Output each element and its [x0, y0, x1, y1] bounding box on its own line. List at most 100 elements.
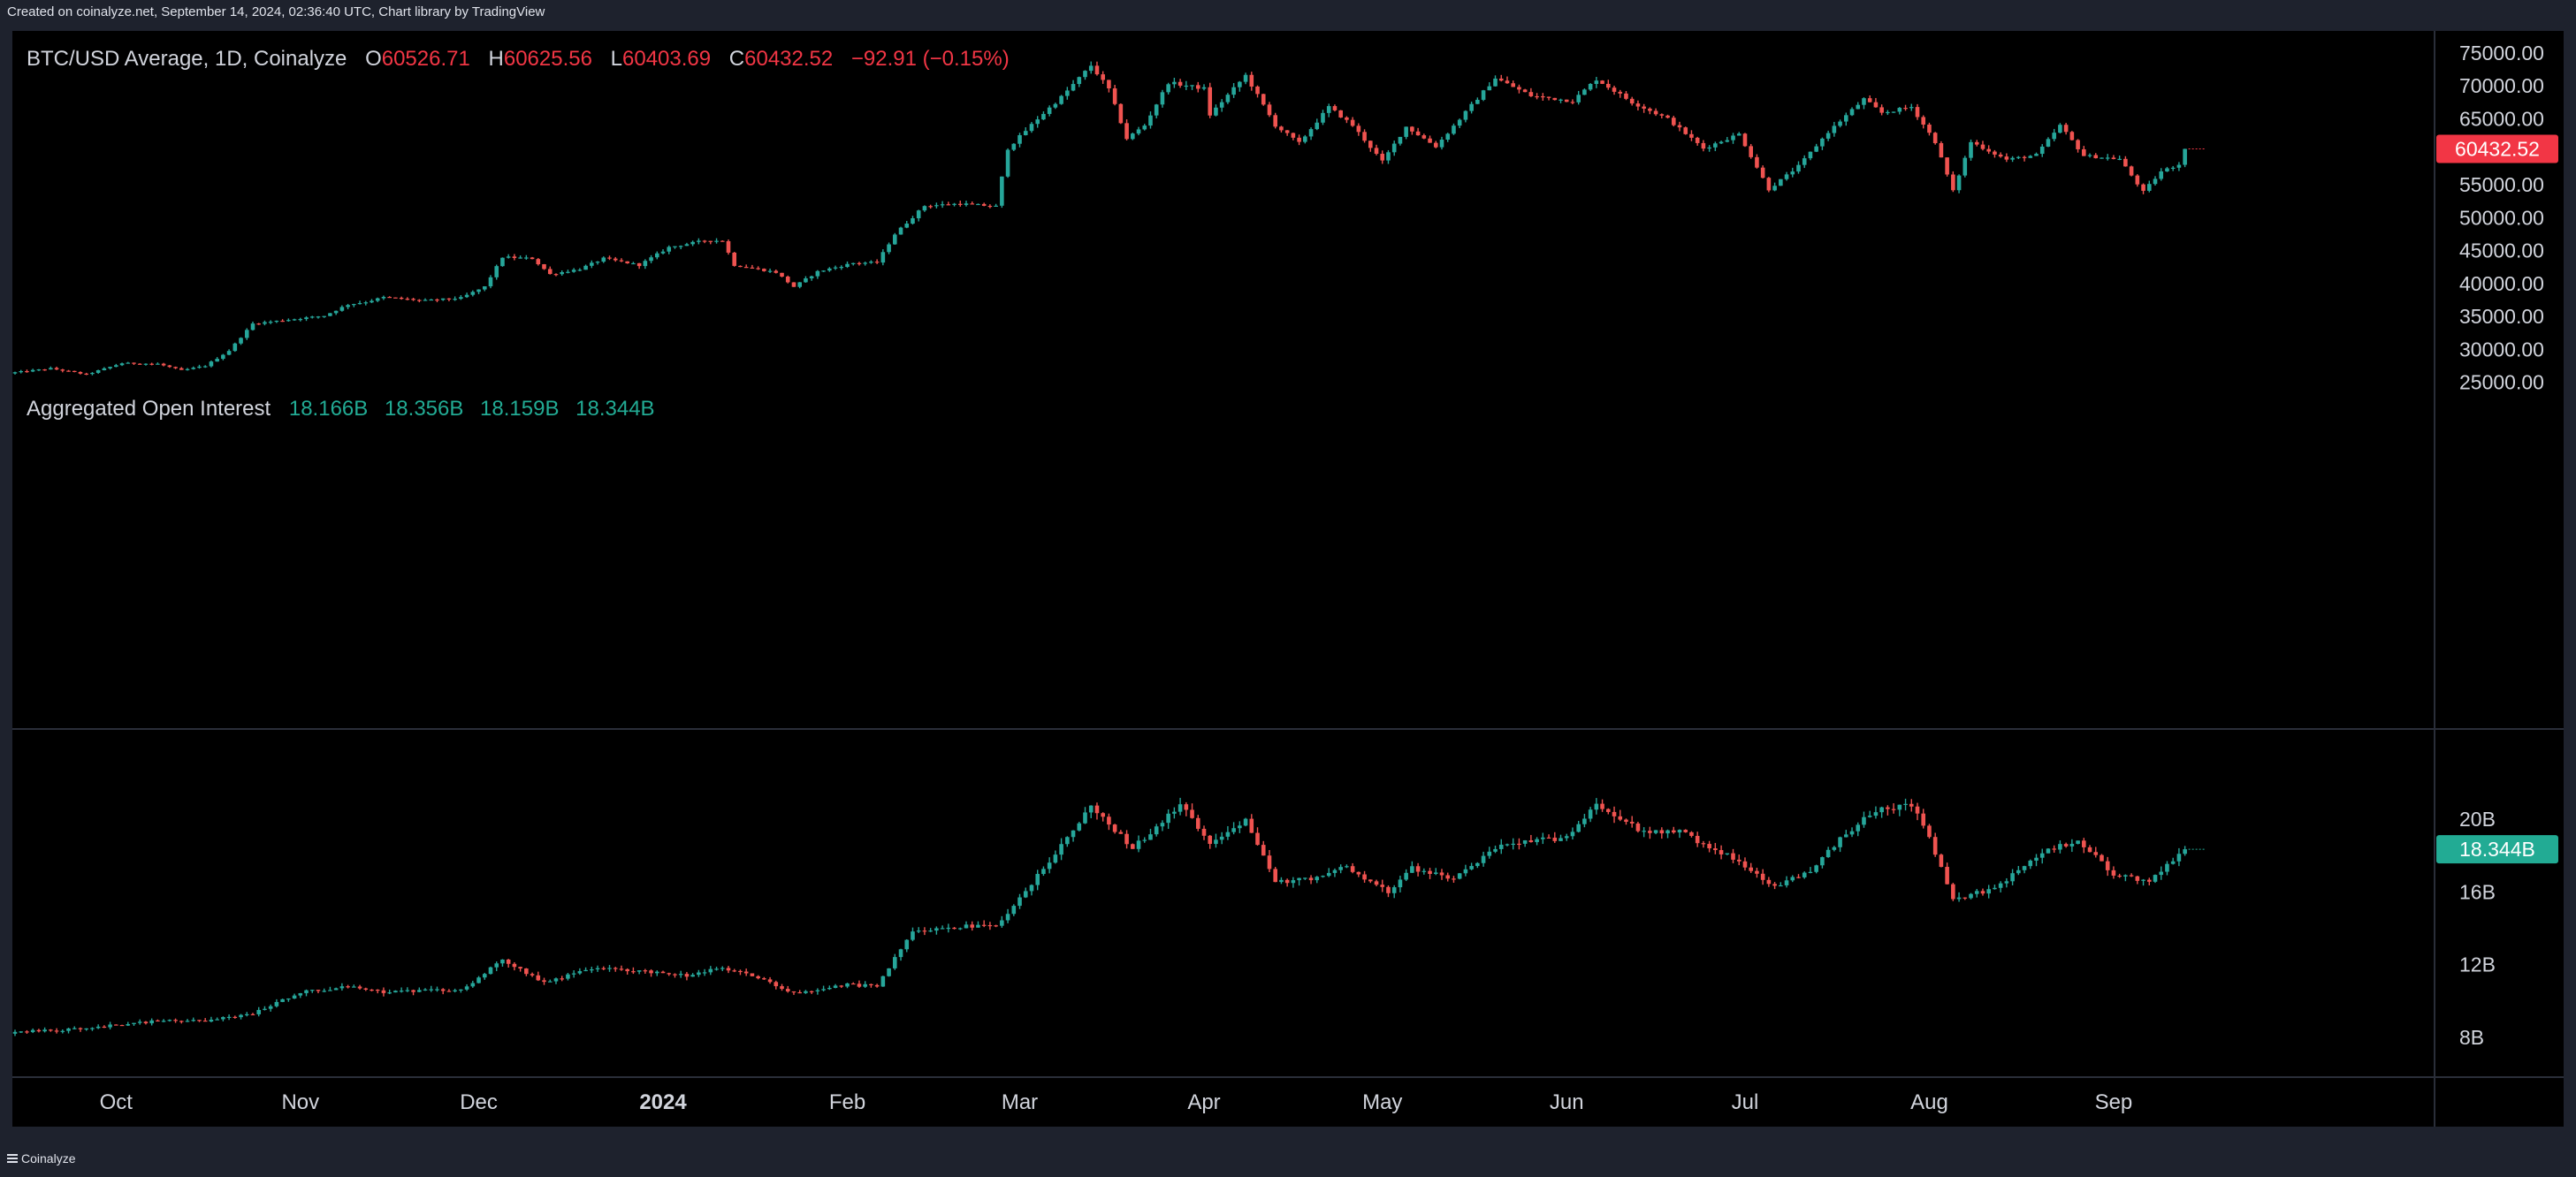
price-legend-title: BTC/USD Average, 1D, Coinalyze	[27, 47, 347, 71]
footer-bar	[0, 1140, 2576, 1177]
price-candle-body	[1962, 157, 1968, 176]
price-candle-body	[987, 205, 993, 208]
oi-candle-body	[1208, 835, 1213, 845]
oi-candle-body	[1522, 839, 1528, 844]
oi-y-tick-label: 20B	[2459, 808, 2496, 831]
oi-candle-body	[1350, 866, 1355, 872]
oi-candle-body	[1998, 883, 2003, 888]
price-candle-body	[726, 240, 731, 253]
price-candle-body	[1195, 85, 1200, 89]
price-candle-body	[1588, 83, 1593, 90]
oi-candle-body	[304, 990, 309, 993]
x-tick-label: Sep	[2095, 1090, 2133, 1114]
oi-candle-body	[2111, 869, 2116, 876]
price-candle-body	[1284, 130, 1290, 133]
price-candle-body	[268, 322, 273, 323]
oi-candle-body	[904, 939, 910, 950]
price-candle-body	[1142, 125, 1147, 130]
oi-candle-body	[1749, 867, 1753, 871]
price-candle-body	[1332, 106, 1338, 110]
oi-candle-body	[482, 974, 487, 978]
price-y-tick-label: 25000.00	[2459, 371, 2544, 394]
price-candle-body	[161, 363, 166, 366]
price-candle-body	[363, 302, 369, 304]
price-candle-body	[464, 294, 469, 298]
price-y-tick-label: 40000.00	[2459, 272, 2544, 295]
oi-candle-body	[928, 930, 933, 932]
price-candle-body	[1023, 131, 1028, 135]
price-candle-body	[215, 359, 219, 362]
oi-candle-body	[381, 990, 386, 993]
price-candle-body	[2063, 125, 2069, 133]
oi-candle-body	[780, 986, 784, 990]
oi-candle-body	[1000, 920, 1004, 926]
oi-candle-body	[762, 978, 766, 980]
oi-y-tick-label: 12B	[2459, 953, 2496, 976]
oi-candle-body	[1517, 843, 1521, 846]
oi-candle-body	[1802, 872, 1807, 877]
oi-last-value-label: 18.344B	[2459, 838, 2535, 861]
price-candle-body	[922, 206, 927, 211]
oi-candle-body	[1945, 867, 1949, 885]
price-candle-body	[2141, 184, 2145, 191]
price-candle-body	[566, 271, 570, 273]
price-candle-body	[928, 206, 933, 208]
price-candle-body	[256, 323, 262, 325]
price-y-tick-label: 70000.00	[2459, 74, 2544, 97]
price-candle-body	[940, 204, 945, 206]
price-candle-body	[1683, 127, 1688, 134]
price-candles	[12, 61, 2187, 376]
price-candle-body	[1618, 91, 1623, 94]
oi-candle-body	[1439, 872, 1444, 876]
price-candle-body	[1107, 80, 1111, 89]
oi-legend-title: Aggregated Open Interest	[27, 397, 271, 421]
chart-canvas[interactable]: 25000.00 30000.00 35000.00 40000.00 45000.00…	[12, 31, 2564, 1127]
oi-candle-body	[1481, 855, 1486, 863]
price-candle-body	[304, 317, 309, 320]
price-candle-body	[1784, 174, 1789, 179]
oi-candle-body	[708, 968, 713, 973]
oi-candle-body	[643, 970, 648, 972]
price-candle-body	[1291, 133, 1296, 138]
price-candle-body	[1820, 138, 1825, 147]
oi-candle-body	[1932, 837, 1938, 855]
price-candle-body	[1897, 108, 1902, 112]
oi-candle-body	[577, 971, 583, 974]
oi-candle-body	[916, 930, 921, 932]
price-candle-body	[72, 370, 77, 373]
price-candle-body	[815, 270, 820, 277]
price-candle-body	[1094, 65, 1100, 75]
oi-candle-body	[1391, 887, 1397, 893]
oi-candle-body	[1315, 877, 1320, 881]
price-candle-body	[1362, 132, 1367, 141]
price-candle-body	[36, 369, 42, 371]
oi-candle-body	[1338, 867, 1343, 870]
x-tick-label: Jul	[1732, 1090, 1759, 1114]
oi-candle-body	[1297, 877, 1301, 881]
price-candle-body	[500, 257, 505, 267]
price-candle-body	[667, 247, 672, 252]
price-candle-body	[750, 267, 755, 269]
price-candle-body	[2076, 140, 2080, 149]
oi-candle-body	[673, 974, 677, 976]
oi-candle-body	[2046, 848, 2051, 854]
price-candle-body	[114, 365, 118, 368]
oi-candle-body	[221, 1017, 225, 1020]
price-candle-body	[1279, 126, 1284, 131]
price-candle-body	[2117, 158, 2122, 160]
oi-candle-body	[1154, 826, 1159, 835]
oi-candle-body	[1201, 828, 1207, 836]
chart-frame[interactable]: 25000.00 30000.00 35000.00 40000.00 45000.00…	[12, 31, 2564, 1127]
price-candle-body	[1214, 107, 1218, 116]
price-candle-body	[1671, 118, 1676, 125]
oi-candle-body	[423, 989, 428, 991]
price-candle-body	[2100, 157, 2104, 159]
oi-candle-body	[655, 971, 659, 974]
price-candle-body	[601, 257, 606, 262]
oi-candle-body	[435, 989, 439, 991]
price-candle-body	[898, 227, 903, 235]
oi-candle-body	[547, 981, 553, 983]
price-y-tick-label: 55000.00	[2459, 173, 2544, 196]
oi-candle-body	[1862, 816, 1866, 825]
oi-candle-body	[60, 1030, 65, 1032]
